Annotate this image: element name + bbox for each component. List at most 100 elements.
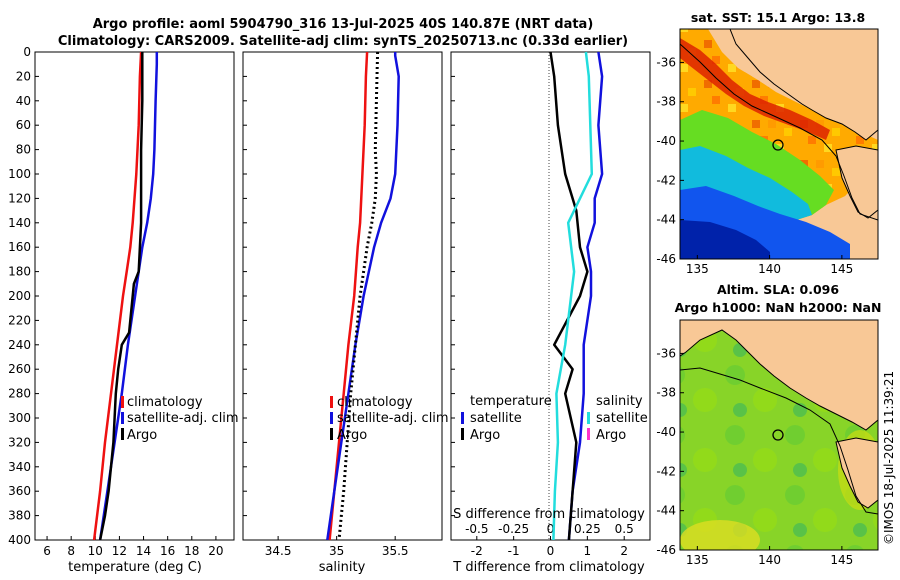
depth-tick-label: 100 (8, 167, 31, 181)
t-difference-label: T difference from climatology (452, 560, 645, 575)
x-tick-label: 2 (620, 544, 628, 558)
sla-land-tasmania (835, 437, 878, 509)
salinity-legend: climatology satellite-adj. clim Argo (330, 395, 449, 443)
map-y-tick-label: -36 (656, 346, 676, 360)
depth-tick-label: 240 (8, 338, 31, 352)
s-difference-tick-label: 0.5 (615, 522, 634, 536)
sst-cold-zone (680, 220, 770, 259)
sla-map-frame (679, 319, 879, 551)
dif-legend-label-s-argo: Argo (596, 428, 626, 443)
sst-map (680, 29, 878, 259)
temperature-x-ticks: 6 8 10 12 14 16 18 20 (43, 536, 224, 558)
map-x-tick-label: 135 (686, 262, 709, 276)
dif-legend-title-salinity: salinity (596, 394, 643, 409)
depth-tick-label: 140 (8, 216, 31, 230)
legend-swatch-satellite (121, 412, 124, 424)
difference-panel-frame (450, 51, 651, 541)
map-x-tick-label: 135 (686, 553, 709, 567)
depth-tick-label: 220 (8, 313, 31, 327)
temperature-x-label: temperature (deg C) (68, 560, 202, 575)
map-y-tick-label: -42 (656, 464, 676, 478)
x-tick-label: 0 (547, 544, 555, 558)
s-difference-tick-label: -0.5 (465, 522, 488, 536)
figure-title-line2: Climatology: CARS2009. Satellite-adj cli… (58, 34, 628, 49)
dif-legend-swatch-s-satellite (587, 412, 590, 424)
s-difference-tick-label: 0.25 (574, 522, 601, 536)
sst-hot-band (680, 38, 830, 140)
legend-swatch-argo (121, 428, 124, 440)
map-y-tick-label: -38 (656, 386, 676, 400)
difference-temperature-legend: temperature satellite Argo (461, 394, 552, 443)
depth-tick-label: 40 (16, 94, 31, 108)
map-x-tick-label: 140 (758, 262, 781, 276)
sal-legend-label-satellite: satellite-adj. clim (337, 411, 449, 426)
dif-legend-swatch-t-satellite (461, 412, 464, 424)
sla-land-victoria (680, 320, 878, 431)
x-tick-label: 20 (208, 544, 223, 558)
legend-label-climatology: climatology (127, 395, 203, 410)
map-y-tick-label: -42 (656, 173, 676, 187)
imos-credit: ©IMOS 18-Jul-2025 11:39:21 (882, 371, 896, 545)
sst-land-victoria (729, 29, 878, 141)
x-tick-label: 12 (112, 544, 127, 558)
dif-legend-label-t-argo: Argo (470, 428, 500, 443)
sla-map-title-line1: Altim. SLA: 0.096 (717, 282, 839, 297)
s-difference-label: S difference from climatology (453, 507, 645, 522)
salinity-x-ticks: 34.5 35 35.5 (265, 536, 409, 558)
sal-legend-label-climatology: climatology (337, 395, 413, 410)
difference-lines (549, 51, 604, 541)
dif-legend-swatch-s-argo (587, 428, 590, 440)
map-y-tick-label: -44 (656, 504, 676, 518)
salinity-climatology-line (328, 51, 369, 541)
sst-map-ticks: 135 140 145 -36 -38 -40 -42 -44 -46 (656, 55, 853, 276)
map-x-tick-label: 140 (758, 553, 781, 567)
sla-map-title-line2: Argo h1000: NaN h2000: NaN (675, 300, 882, 315)
map-x-tick-label: 145 (830, 553, 853, 567)
depth-tick-label: 0 (23, 45, 31, 59)
salinity-panel-frame (242, 51, 443, 541)
x-tick-label: 35 (329, 544, 344, 558)
temperature-satellite-line (98, 52, 159, 541)
dif-legend-title-temperature: temperature (470, 394, 552, 409)
sal-legend-swatch-satellite (330, 412, 333, 424)
depth-tick-label: 120 (8, 191, 31, 205)
x-tick-label: 10 (88, 544, 103, 558)
map-y-tick-label: -44 (656, 213, 676, 227)
difference-t-argo-line (549, 51, 589, 541)
difference-t-satellite-line (567, 51, 604, 541)
map-y-tick-label: -38 (656, 95, 676, 109)
difference-x-ticks: -2 -1 0 1 2 (471, 536, 628, 558)
depth-tick-label: 180 (8, 265, 31, 279)
depth-tick-label: 340 (8, 460, 31, 474)
depth-tick-label: 380 (8, 509, 31, 523)
dif-legend-label-t-satellite: satellite (470, 411, 522, 426)
sal-legend-swatch-climatology (330, 396, 333, 408)
salinity-x-label: salinity (319, 560, 366, 575)
salinity-difference-ticks: -0.5 -0.25 0 0.25 0.5 (465, 522, 634, 536)
x-tick-label: 34.5 (265, 544, 292, 558)
depth-tick-label: 300 (8, 411, 31, 425)
x-tick-label: 16 (160, 544, 175, 558)
temperature-climatology-line (92, 51, 143, 541)
x-tick-label: 8 (67, 544, 75, 558)
legend-swatch-climatology (121, 396, 124, 408)
dif-legend-swatch-t-argo (461, 428, 464, 440)
map-y-tick-label: -46 (656, 543, 676, 557)
sla-map-ticks: 135 140 145 -36 -38 -40 -42 -44 -46 (656, 346, 853, 567)
legend-label-argo: Argo (127, 428, 157, 443)
depth-tick-label: 20 (16, 69, 31, 83)
dif-legend-label-s-satellite: satellite (596, 411, 648, 426)
sst-map-frame (679, 28, 879, 260)
depth-tick-label: 200 (8, 289, 31, 303)
map-y-tick-label: -40 (656, 425, 676, 439)
salinity-satellite-line (326, 52, 400, 541)
depth-tick-label: 400 (8, 533, 31, 547)
salinity-lines (326, 51, 400, 541)
depth-tick-label: 80 (16, 143, 31, 157)
x-tick-label: 14 (136, 544, 151, 558)
depth-tick-label: 360 (8, 484, 31, 498)
sst-argo-position-marker (772, 139, 784, 151)
map-y-tick-label: -40 (656, 134, 676, 148)
map-y-tick-label: -46 (656, 252, 676, 266)
